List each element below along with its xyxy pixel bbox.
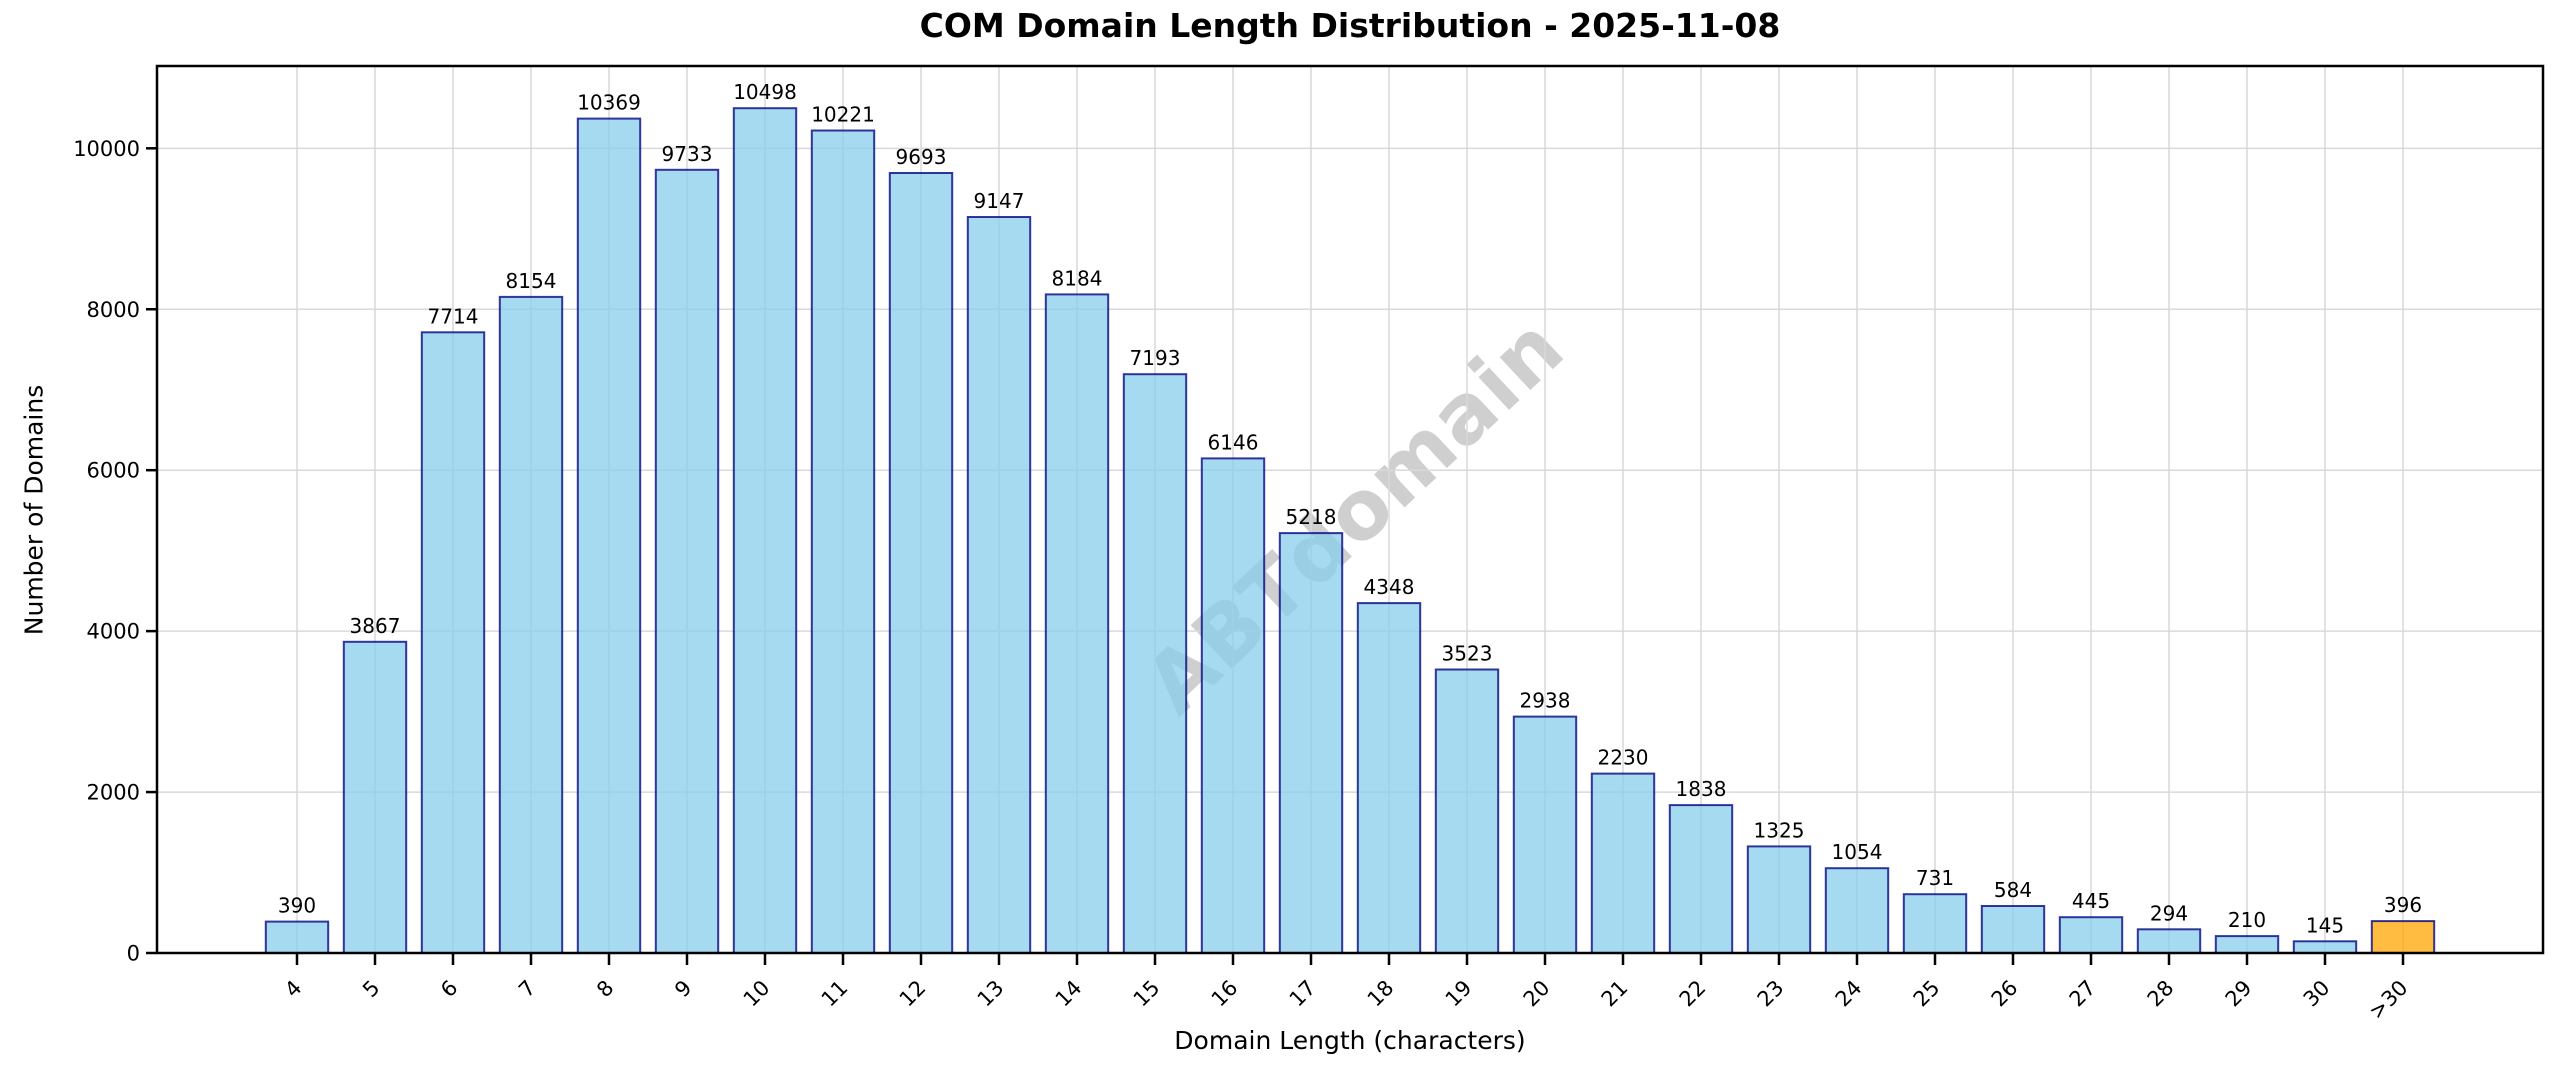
- x-tick-label: 21: [1597, 976, 1633, 1012]
- y-tick-label: 8000: [87, 298, 140, 322]
- bar: [732, 107, 798, 954]
- x-tick-label: 7: [514, 976, 540, 1002]
- bar: [1668, 804, 1734, 954]
- bar-value-label: 445: [2072, 889, 2110, 913]
- x-tick-label: 5: [358, 976, 384, 1002]
- bar-value-label: 4348: [1364, 575, 1415, 599]
- bar: [966, 216, 1032, 954]
- x-tick-label: 26: [1987, 976, 2023, 1012]
- bar: [1980, 905, 2046, 954]
- x-tick-label: 20: [1519, 976, 1555, 1012]
- x-tick-label: 10: [739, 976, 775, 1012]
- bar-value-label: 294: [2150, 901, 2188, 925]
- x-tick-label: 6: [436, 976, 462, 1002]
- bar-value-label: 8184: [1052, 266, 1103, 290]
- x-tick-label: 14: [1051, 976, 1087, 1012]
- bar: [1512, 715, 1578, 954]
- x-tick-label: 23: [1753, 976, 1789, 1012]
- x-tick-label: 18: [1363, 976, 1399, 1012]
- bar: [810, 129, 876, 954]
- bar-value-label: 210: [2228, 908, 2266, 932]
- bar: [2136, 928, 2202, 954]
- x-tick-label: 11: [817, 976, 853, 1012]
- bar-value-label: 1838: [1676, 777, 1727, 801]
- x-tick-label: 24: [1831, 976, 1867, 1012]
- bar: [654, 168, 720, 955]
- bar: [1902, 893, 1968, 955]
- bar-value-label: 8154: [506, 269, 557, 293]
- y-tick-label: 10000: [73, 137, 140, 161]
- y-tick-label: 2000: [87, 781, 140, 805]
- bar: [2058, 916, 2124, 955]
- bar-value-label: 3867: [350, 614, 401, 638]
- bar: [498, 295, 564, 954]
- bar: [1122, 373, 1188, 954]
- bar-value-label: 390: [278, 894, 316, 918]
- x-tick-label: 13: [973, 976, 1009, 1012]
- bar: [342, 640, 408, 954]
- x-tick-label: 9: [670, 976, 696, 1002]
- x-tick-label: 28: [2143, 976, 2179, 1012]
- y-tick-label: 4000: [87, 620, 140, 644]
- x-tick-label: 4: [280, 976, 306, 1002]
- bar: [1356, 602, 1422, 954]
- x-tick-label: 27: [2065, 976, 2101, 1012]
- bar-value-label: 2938: [1520, 689, 1571, 713]
- bar-value-label: 3523: [1442, 642, 1493, 666]
- bar-value-label: 7193: [1130, 346, 1181, 370]
- bar-value-label: 731: [1916, 866, 1954, 890]
- bar: [264, 920, 330, 954]
- x-tick-label: >30: [2364, 976, 2412, 1024]
- bar-value-label: 10498: [733, 80, 797, 104]
- x-tick-label: 8: [592, 976, 618, 1002]
- bar: [1746, 845, 1812, 955]
- y-tick-label: 0: [127, 942, 140, 966]
- bar: [1278, 532, 1344, 954]
- plot-border: [155, 64, 2545, 955]
- x-tick-label: 15: [1129, 976, 1165, 1012]
- bar-value-label: 10369: [577, 91, 641, 115]
- bar: [1434, 668, 1500, 954]
- x-tick-label: 22: [1675, 976, 1711, 1012]
- bar: [2370, 920, 2436, 954]
- x-tick-label: 17: [1285, 976, 1321, 1012]
- bar-value-label: 6146: [1208, 430, 1259, 454]
- bar: [1200, 457, 1266, 954]
- bar-value-label: 10221: [811, 103, 875, 127]
- bar: [1824, 867, 1890, 955]
- bar-value-label: 1325: [1754, 818, 1805, 842]
- bar-value-label: 9147: [974, 189, 1025, 213]
- bar-value-label: 1054: [1832, 840, 1883, 864]
- x-tick-label: 19: [1441, 976, 1477, 1012]
- bar-value-label: 584: [1994, 878, 2032, 902]
- x-tick-label: 29: [2221, 976, 2257, 1012]
- x-axis-title: Domain Length (characters): [1174, 1026, 1526, 1055]
- bar: [888, 172, 954, 954]
- bar: [1590, 772, 1656, 954]
- bar-value-label: 5218: [1286, 505, 1337, 529]
- bar: [2292, 940, 2358, 954]
- x-tick-label: 30: [2299, 976, 2335, 1012]
- bar-value-label: 396: [2384, 893, 2422, 917]
- y-tick-label: 6000: [87, 459, 140, 483]
- bar-value-label: 9733: [662, 142, 713, 166]
- bar-value-label: 7714: [428, 304, 479, 328]
- bar: [420, 331, 486, 954]
- x-tick-label: 16: [1207, 976, 1243, 1012]
- bar: [576, 117, 642, 955]
- x-tick-label: 25: [1909, 976, 1945, 1012]
- bar-value-label: 9693: [896, 145, 947, 169]
- bar-value-label: 145: [2306, 913, 2344, 937]
- x-tick-label: 12: [895, 976, 931, 1012]
- chart-title: COM Domain Length Distribution - 2025-11…: [919, 6, 1781, 45]
- bar: [1044, 293, 1110, 954]
- bar: [2214, 935, 2280, 954]
- bar-value-label: 2230: [1598, 746, 1649, 770]
